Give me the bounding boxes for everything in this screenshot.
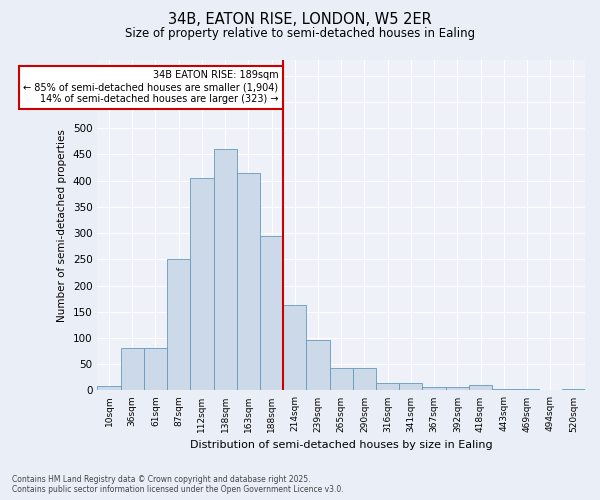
Bar (144, 348, 167, 391)
Bar (237, 173, 260, 390)
Bar (422, 388, 446, 390)
Bar (307, 340, 329, 390)
Bar (121, 348, 144, 391)
Text: 34B, EATON RISE, LONDON, W5 2ER: 34B, EATON RISE, LONDON, W5 2ER (168, 12, 432, 28)
Bar (376, 382, 399, 390)
Y-axis label: Number of semi-detached properties: Number of semi-detached properties (57, 129, 67, 322)
Text: Contains HM Land Registry data © Crown copyright and database right 2025.
Contai: Contains HM Land Registry data © Crown c… (12, 474, 344, 494)
Bar (562, 389, 585, 390)
Text: 34B EATON RISE: 189sqm
← 85% of semi-detached houses are smaller (1,904)
14% of : 34B EATON RISE: 189sqm ← 85% of semi-det… (23, 70, 278, 104)
Bar (260, 236, 283, 390)
X-axis label: Distribution of semi-detached houses by size in Ealing: Distribution of semi-detached houses by … (190, 440, 493, 450)
Bar (283, 306, 307, 390)
Bar (167, 260, 190, 390)
Bar (353, 368, 376, 390)
Bar (190, 178, 214, 390)
Bar (97, 386, 121, 390)
Bar (399, 382, 422, 390)
Bar (446, 388, 469, 390)
Bar (469, 385, 492, 390)
Text: Size of property relative to semi-detached houses in Ealing: Size of property relative to semi-detach… (125, 28, 475, 40)
Bar (214, 149, 237, 390)
Bar (329, 368, 353, 390)
